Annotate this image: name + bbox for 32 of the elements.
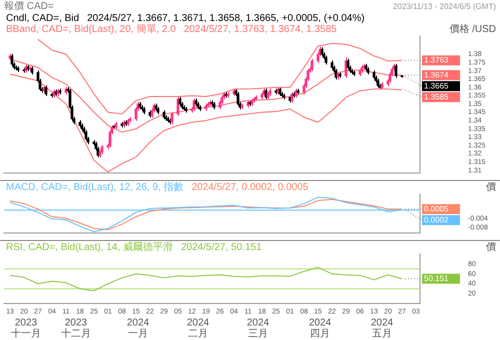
candlestick: [310, 58, 314, 72]
x2-tick-label: 2024 二月: [186, 317, 210, 340]
annotation: 1.3665: [424, 81, 450, 90]
candlestick: [176, 96, 180, 116]
x2-tick-label: 2023 十一月: [11, 317, 41, 340]
text: MACD, CAD=, Bid(Last), 12, 26, 9, 指數: [6, 182, 184, 193]
annotation: 1.3585: [424, 92, 450, 102]
text: BBand, CAD=, Bid(Last), 20, 簡單, 2.0: [6, 24, 176, 35]
annotation: 0.0002: [424, 215, 450, 224]
text: RSI, CAD=, Bid(Last), 14, 威爾德平滑: [6, 242, 173, 253]
x2-tick-label: 2024 三月: [246, 317, 270, 340]
annotation: 1.3674: [424, 70, 450, 80]
x2-tick-label: 2024 四月: [308, 317, 332, 340]
candlestick: [134, 106, 138, 122]
x2-tick-label: 2023 十二月: [61, 317, 91, 340]
x2-tick-label: 2024 五月: [370, 317, 394, 340]
text: 2024/5/27, 50.151: [181, 242, 262, 253]
annotation: 1.3763: [424, 56, 450, 65]
chart-title: 報價 CAD=: [4, 1, 54, 12]
annotation: 0.0005: [424, 204, 450, 214]
text: 2024/5/27, 1.3667, 1.3671, 1.3658, 1.3665, +0.0005, (+0.04%): [87, 13, 365, 24]
x2-tick-label: 2024 一月: [126, 317, 150, 340]
y-axis-title: 價: [486, 182, 496, 193]
y-axis-title: 價格 /USD: [449, 24, 496, 35]
text: 2024/5/27, 1.3763, 1.3674, 1.3585: [184, 24, 337, 35]
candlestick: [344, 56, 348, 78]
text: 2023/11/13 - 2024/6/5 (GMT): [392, 1, 496, 12]
text: Cndl, CAD=, Bid: [6, 13, 80, 24]
y-axis-title: 價: [486, 242, 496, 253]
annotation: 50.151: [424, 274, 450, 283]
text: 2024/5/27, 0.0002, 0.0005: [192, 182, 308, 193]
candlestick: [192, 98, 196, 112]
